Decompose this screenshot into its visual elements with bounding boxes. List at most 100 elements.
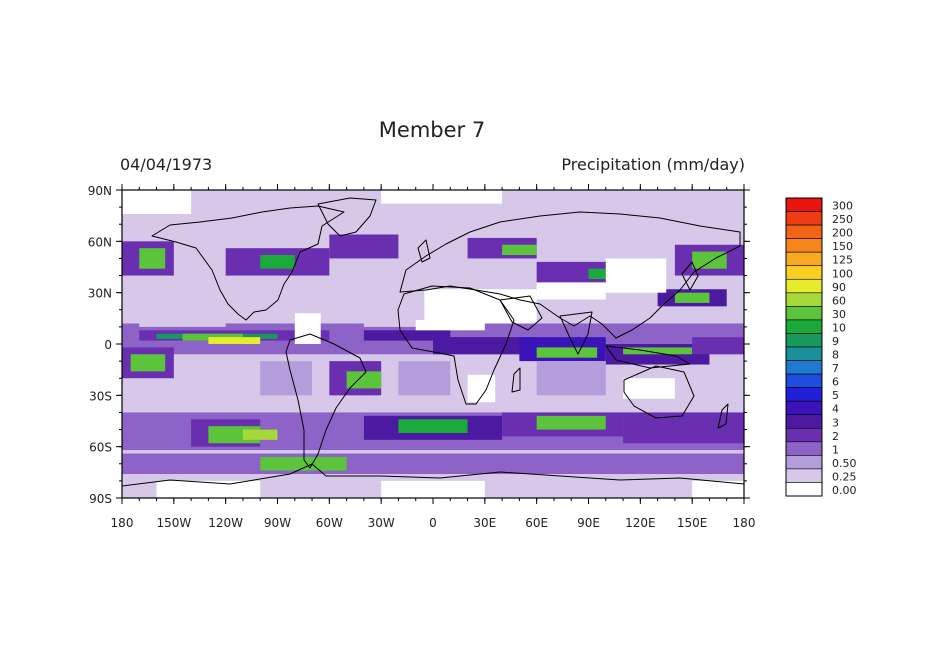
precip-patch: [623, 412, 744, 444]
dry-region: [424, 289, 537, 324]
precip-patch: [208, 337, 261, 344]
precip-patch: [398, 361, 451, 396]
x-tick-label: 90W: [264, 516, 291, 530]
coastline-indonesia: [605, 345, 691, 369]
legend-label: 125: [832, 254, 853, 267]
y-tick-label: 30S: [89, 389, 112, 403]
coastline-greenland: [317, 197, 377, 237]
x-tick-label: 180: [111, 516, 134, 530]
legend-swatch: [785, 265, 823, 280]
x-tick-label: 60W: [316, 516, 343, 530]
x-tick-label: 30E: [473, 516, 496, 530]
coastline-new-zealand: [717, 403, 729, 429]
legend-label: 2: [832, 430, 839, 443]
coastline-south-america: [285, 333, 367, 469]
legend-label: 1: [832, 443, 839, 456]
precip-patch: [260, 361, 313, 396]
legend-swatch: [785, 455, 823, 470]
coastline-madagascar: [511, 367, 521, 393]
legend-swatch: [785, 224, 823, 239]
date-label: 04/04/1973: [120, 155, 212, 174]
legend-frame: [785, 197, 823, 497]
legend-label: 5: [832, 389, 839, 402]
legend-swatch: [785, 211, 823, 226]
coastline-north-america: [151, 205, 345, 321]
legend-swatch: [785, 427, 823, 443]
precip-patch: [433, 337, 537, 355]
legend-swatch: [785, 441, 823, 456]
legend-swatch: [785, 292, 823, 307]
y-tick-label: 90N: [88, 184, 112, 198]
legend-label: 0.25: [832, 470, 857, 483]
precipitation-field: [122, 190, 744, 498]
dry-region: [467, 374, 496, 403]
legend-swatch: [785, 238, 823, 253]
y-tick-label: 0: [104, 338, 112, 352]
legend-swatch: [785, 387, 823, 402]
precip-patch: [260, 255, 295, 269]
precip-patch: [346, 371, 382, 389]
legend-label: 4: [832, 403, 839, 416]
dry-region: [605, 258, 667, 293]
legend-label: 0.50: [832, 457, 857, 470]
x-tick-label: 120E: [625, 516, 656, 530]
precip-patch: [502, 244, 537, 256]
legend-label: 250: [832, 213, 853, 226]
y-tick-label: 30N: [88, 287, 112, 301]
x-tick-label: 90E: [577, 516, 600, 530]
y-tick-label: 60N: [88, 235, 112, 249]
dry-region: [381, 190, 503, 204]
x-tick-label: 30W: [368, 516, 395, 530]
legend-label: 60: [832, 294, 846, 307]
legend-swatch: [785, 482, 823, 497]
legend-label: 9: [832, 335, 839, 348]
precip-patch: [139, 248, 166, 269]
legend-label: 0.00: [832, 484, 857, 497]
precip-patch: [122, 453, 744, 475]
dry-region: [122, 190, 192, 214]
legend-swatch: [785, 373, 823, 388]
colorbar-legend: 300250200150125100906030109876543210.500…: [785, 197, 857, 497]
coastline-africa: [397, 285, 515, 405]
x-tick-label: 180: [733, 516, 756, 530]
precip-patch: [260, 456, 347, 471]
x-tick-label: 0: [429, 516, 437, 530]
dry-region: [415, 320, 485, 331]
precip-patch: [536, 361, 606, 396]
x-tick-label: 150W: [156, 516, 191, 530]
legend-swatch: [785, 306, 823, 321]
y-tick-label: 90S: [89, 492, 112, 506]
dry-region: [294, 313, 321, 344]
legend-label: 8: [832, 349, 839, 362]
legend-swatch: [785, 197, 823, 212]
legend-label: 150: [832, 240, 853, 253]
legend-label: 90: [832, 281, 846, 294]
legend-label: 10: [832, 321, 846, 334]
precip-patch: [363, 330, 451, 341]
coastline-antarctica: [122, 463, 744, 487]
legend-swatch: [785, 333, 823, 348]
legend-label: 100: [832, 267, 853, 280]
legend-label: 3: [832, 416, 839, 429]
dry-region: [692, 480, 744, 498]
legend-swatch: [785, 278, 823, 294]
y-tick-label: 60S: [89, 441, 112, 455]
legend-swatch: [785, 319, 823, 334]
x-tick-label: 60E: [525, 516, 548, 530]
precip-patch: [130, 354, 166, 372]
legend-swatch: [785, 400, 823, 416]
precip-patch: [139, 292, 226, 327]
precip-patch: [398, 419, 468, 433]
figure-title: Member 7: [379, 118, 485, 142]
coastlines: [122, 197, 744, 487]
legend-swatch: [785, 346, 823, 361]
y-axis-ticks: 90N 60N 30N 0 30S 60S 90S: [88, 184, 750, 506]
legend-swatch: [785, 414, 823, 429]
precip-patch: [536, 415, 606, 430]
coastline-india: [559, 311, 593, 355]
legend-label: 7: [832, 362, 839, 375]
precip-patch: [692, 251, 727, 269]
x-tick-label: 150E: [677, 516, 708, 530]
dry-region: [156, 480, 261, 498]
